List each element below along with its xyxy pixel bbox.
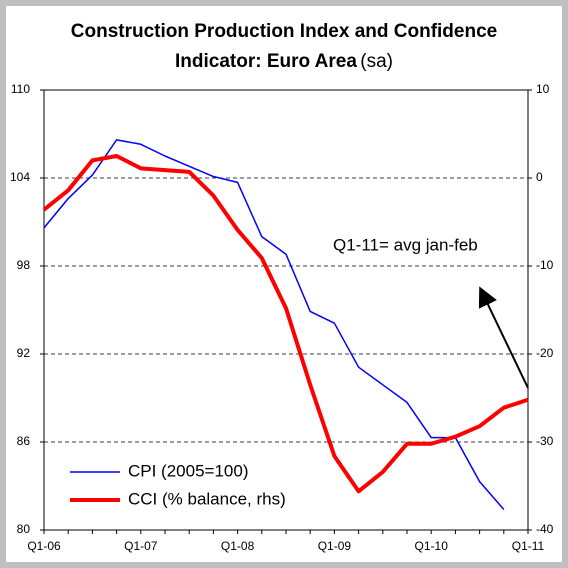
series-line <box>43 139 505 510</box>
y-tick-label: 98 <box>17 258 31 272</box>
y-tick-label: 80 <box>17 522 31 536</box>
chart-title: Construction Production Index and Confid… <box>71 21 497 42</box>
annotation: Q1-11= avg jan-feb <box>333 235 478 254</box>
background <box>6 6 562 562</box>
y2-tick-label: -40 <box>536 522 554 536</box>
chart-title-2: Indicator: Euro Area (sa) <box>175 51 393 72</box>
x-tick-label: Q1-07 <box>124 539 158 553</box>
annotation-arrow <box>478 286 529 389</box>
y-tick-label: 92 <box>17 346 31 360</box>
y-tick-label: 86 <box>17 434 31 448</box>
y-tick-label: 104 <box>10 170 30 184</box>
y2-tick-label: 0 <box>536 170 543 184</box>
plot: 80 86 92 98 104 110 -40 -30 -20 -10 0 10 Q1-06 Q1-07 Q… <box>10 82 554 553</box>
x-tick-label: Q1-10 <box>415 539 449 553</box>
legend-label: CCI (% balance, rhs) <box>128 489 286 508</box>
y-tick-label: 110 <box>11 82 30 96</box>
y2-tick-label: -20 <box>536 346 554 360</box>
chart-title-note: (sa) <box>360 51 393 72</box>
x-tick-label: Q1-06 <box>27 539 61 553</box>
legend-label: CPI (2005=100) <box>128 461 249 480</box>
x-tick-label: Q1-09 <box>318 539 352 553</box>
y2-tick-label: -10 <box>536 258 554 272</box>
y2-tick-label: 10 <box>536 82 550 96</box>
y2-tick-label: -30 <box>536 434 554 448</box>
x-tick-label: Q1-08 <box>221 539 255 553</box>
x-tick-label: Q1-11 <box>512 539 545 553</box>
chart-title-part: Indicator: Euro Area <box>175 51 357 72</box>
series-line <box>42 154 529 494</box>
